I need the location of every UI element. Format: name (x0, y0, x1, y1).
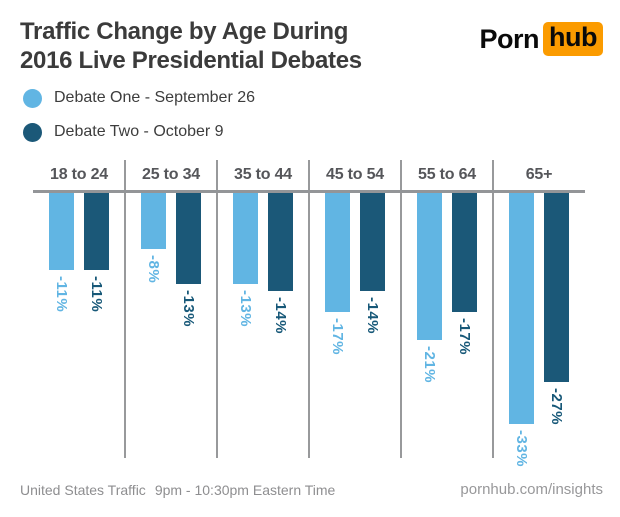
bar-debate-two (268, 193, 293, 291)
bar-pair: -8% -13% (141, 193, 201, 327)
bar-value-label: -14% (364, 297, 381, 335)
legend-item-debate-two: Debate Two - October 9 (23, 122, 255, 142)
footer-traffic-label: United States Traffic (20, 482, 146, 498)
bar-value-label: -17% (456, 318, 473, 356)
bar-wrap: -27% (544, 193, 569, 467)
group-divider (124, 160, 126, 458)
age-groups: 18 to 24 -11% -11% 25 to 34 (33, 160, 585, 467)
bar-wrap: -13% (176, 193, 201, 327)
bar-debate-two (176, 193, 201, 284)
age-group-label: 18 to 24 (50, 166, 108, 183)
age-group-65-plus: 65+ -33% -27% (493, 160, 585, 467)
footer-source-note: United States Traffic 9pm - 10:30pm East… (20, 482, 335, 498)
group-divider (216, 160, 218, 458)
bar-debate-one (417, 193, 442, 340)
bar-wrap: -21% (417, 193, 442, 383)
legend-dot-light-blue-icon (23, 88, 42, 108)
group-divider (492, 160, 494, 458)
age-group-label: 65+ (525, 166, 553, 183)
page-title-line2: 2016 Live Presidential Debates (20, 47, 362, 74)
legend-item-debate-one: Debate One - September 26 (23, 88, 255, 108)
bar-pair: -17% -14% (325, 193, 385, 355)
bar-pair: -21% -17% (417, 193, 477, 383)
bar-debate-two (544, 193, 569, 382)
bar-wrap: -13% (233, 193, 258, 334)
bar-debate-one (509, 193, 534, 424)
group-divider (400, 160, 402, 458)
age-group-35-44: 35 to 44 -13% -14% (217, 160, 309, 467)
bar-wrap: -11% (84, 193, 109, 312)
pornhub-logo: Porn hub (479, 22, 603, 56)
bar-pair: -33% -27% (509, 193, 569, 467)
bar-value-label: -11% (53, 276, 70, 313)
bar-wrap: -17% (452, 193, 477, 383)
bar-value-label: -27% (548, 388, 565, 426)
footer-insights-url: pornhub.com/insights (460, 481, 603, 498)
legend-dot-dark-blue-icon (23, 122, 42, 142)
logo-text-hub: hub (543, 22, 603, 56)
age-group-45-54: 45 to 54 -17% -14% (309, 160, 401, 467)
legend-label: Debate One - September 26 (54, 89, 256, 106)
age-group-18-24: 18 to 24 -11% -11% (33, 160, 125, 467)
bar-wrap: -33% (509, 193, 534, 467)
bar-wrap: -11% (49, 193, 74, 312)
bar-value-label: -8% (145, 255, 162, 284)
bar-value-label: -13% (180, 290, 197, 328)
bar-debate-two (84, 193, 109, 270)
bar-chart: 18 to 24 -11% -11% 25 to 34 (33, 160, 585, 467)
bar-wrap: -8% (141, 193, 166, 327)
age-group-55-64: 55 to 64 -21% -17% (401, 160, 493, 467)
legend: Debate One - September 26 Debate Two - O… (23, 88, 255, 156)
bar-debate-one (233, 193, 258, 284)
age-group-label: 55 to 64 (418, 166, 476, 183)
footer-time-range: 9pm - 10:30pm Eastern Time (154, 482, 336, 498)
bar-wrap: -14% (268, 193, 293, 334)
bar-value-label: -14% (272, 297, 289, 335)
bar-debate-one (141, 193, 166, 249)
age-group-25-34: 25 to 34 -8% -13% (125, 160, 217, 467)
bar-debate-one (325, 193, 350, 312)
x-axis-line (33, 190, 585, 193)
legend-label: Debate Two - October 9 (54, 123, 224, 140)
bar-pair: -13% -14% (233, 193, 293, 334)
bar-value-label: -11% (88, 276, 105, 313)
bar-value-label: -13% (237, 290, 254, 328)
bar-value-label: -33% (513, 430, 530, 468)
age-group-label: 35 to 44 (234, 166, 292, 183)
age-group-label: 45 to 54 (326, 166, 384, 183)
bar-wrap: -14% (360, 193, 385, 355)
bar-debate-two (452, 193, 477, 312)
bar-value-label: -17% (329, 318, 346, 356)
bar-wrap: -17% (325, 193, 350, 355)
bar-value-label: -21% (421, 346, 438, 384)
group-divider (308, 160, 310, 458)
logo-text-porn: Porn (479, 23, 540, 54)
age-group-label: 25 to 34 (142, 166, 200, 183)
page-title: Traffic Change by Age During 2016 Live P… (20, 17, 362, 75)
page-title-line1: Traffic Change by Age During (20, 18, 349, 45)
bar-debate-one (49, 193, 74, 270)
bar-debate-two (360, 193, 385, 291)
bar-pair: -11% -11% (49, 193, 109, 312)
